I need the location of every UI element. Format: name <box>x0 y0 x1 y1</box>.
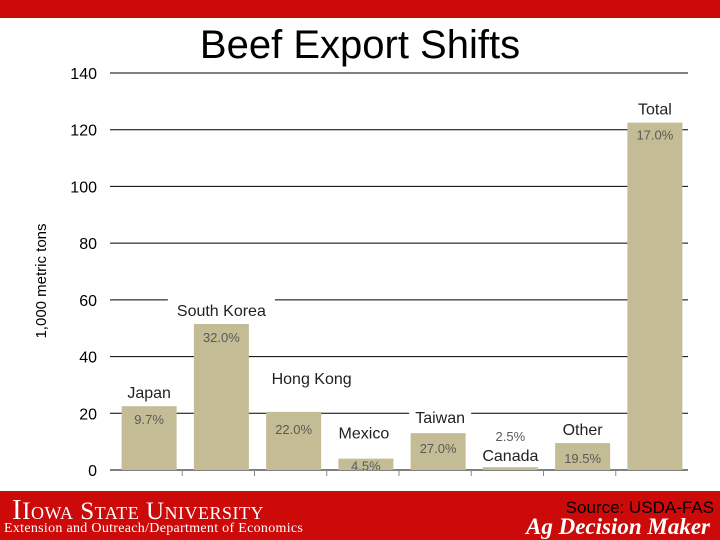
department-text: Extension and Outreach/Department of Eco… <box>4 521 304 536</box>
y-tick-label: 40 <box>79 350 97 367</box>
slide-title: Beef Export Shifts <box>199 23 521 67</box>
y-axis: 0 20 40 60 80 100 120 140 <box>70 66 617 480</box>
label-backing <box>409 406 472 429</box>
category-label: Mexico <box>339 426 390 443</box>
bars <box>121 122 683 470</box>
bar-total <box>627 122 683 470</box>
label-backing <box>167 298 275 321</box>
category-label: Canada <box>482 448 538 465</box>
percent-label: 17.0% <box>636 128 673 143</box>
bar-canada <box>482 467 538 470</box>
percent-label: 4.5% <box>351 459 381 474</box>
category-label: Other <box>563 422 604 439</box>
y-tick-label: 140 <box>70 66 97 83</box>
category-label: Japan <box>127 385 171 402</box>
label-backing <box>491 427 530 446</box>
y-axis-label: 1,000 metric tons <box>33 223 50 338</box>
category-label: Taiwan <box>415 410 465 427</box>
y-tick-label: 100 <box>70 179 97 196</box>
ag-decision-maker-logo: Ag Decision Maker <box>526 514 710 539</box>
y-tick-label: 80 <box>79 236 97 253</box>
label-backing <box>628 97 682 120</box>
source-text: Source: USDA-FAS <box>565 498 714 517</box>
y-tick-label: 60 <box>79 293 97 310</box>
bar-hong-kong <box>266 411 322 470</box>
bar-chart: 0 20 40 60 80 100 120 140 Japan 9.7% South Korea 3… <box>33 66 688 480</box>
percent-label: 32.0% <box>203 330 240 345</box>
label-backing <box>122 381 176 404</box>
label-backing <box>332 421 395 444</box>
y-tick-label: 20 <box>79 406 97 423</box>
y-tick-label: 0 <box>88 463 97 480</box>
top-accent-stripe <box>0 0 720 18</box>
bar-taiwan <box>410 433 466 470</box>
y-tick-label: 120 <box>70 123 97 140</box>
bar-south-korea <box>193 323 249 470</box>
label-backing <box>267 366 357 389</box>
label-backing <box>479 444 542 467</box>
percent-label: 19.5% <box>564 451 601 466</box>
category-label: South Korea <box>177 303 266 320</box>
percent-label: 27.0% <box>420 441 457 456</box>
bar-other <box>555 443 611 470</box>
percent-label: 9.7% <box>134 412 164 427</box>
data-labels: Japan 9.7% South Korea 32.0% Hong Kong 22.0% M… <box>122 97 682 474</box>
bar-mexico <box>338 458 394 470</box>
footer-bar: IIowa State University Extension and Out… <box>0 491 720 540</box>
percent-label: 2.5% <box>496 429 526 444</box>
iowa-state-university-logo: IIowa State University <box>12 494 264 526</box>
category-label: Hong Kong <box>272 371 352 388</box>
percent-label: 22.0% <box>275 422 312 437</box>
label-backing <box>556 418 610 441</box>
category-label: Total <box>638 102 672 119</box>
bar-japan <box>121 406 177 470</box>
